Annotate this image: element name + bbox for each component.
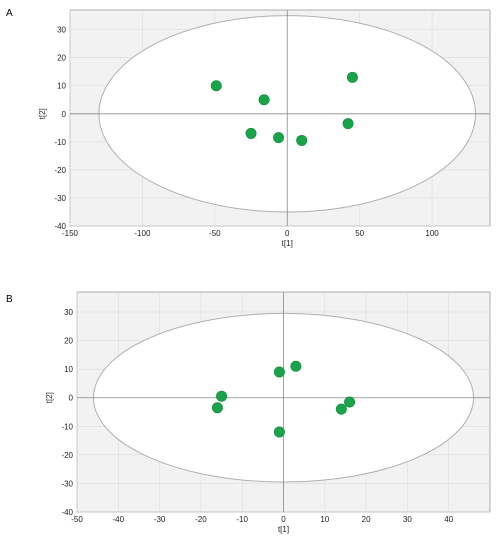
data-point	[346, 71, 358, 83]
y-tick-label: 30	[64, 308, 73, 317]
y-tick-label: -40	[54, 222, 66, 231]
x-tick-label: 0	[285, 229, 290, 238]
x-tick-label: -30	[154, 515, 166, 524]
y-tick-label: 30	[57, 26, 66, 35]
scatter-plot-a-svg: -150 -100 -50 0 50 100-40-30-20-100102030t[1]…	[38, 9, 491, 248]
data-point	[342, 118, 354, 130]
y-tick-label: 0	[69, 394, 74, 403]
score-plot-a: A -150 -100 -50 0 50 100 -40 -30 -20 -10 0 10 20 30 t[…	[0, 0, 503, 268]
data-point	[216, 390, 228, 402]
y-tick-label: -10	[61, 422, 73, 431]
data-point	[273, 426, 285, 438]
y-axis-label: t[2]	[45, 392, 54, 403]
x-tick-label: 100	[425, 229, 439, 238]
data-point	[335, 403, 347, 415]
data-point	[210, 80, 222, 92]
panel-label-a: A	[6, 8, 13, 19]
data-point	[273, 132, 285, 144]
scatter-plot-b-svg: -50 -40 -30 -20 -10 0 10 20 30 40-40-30-20-100102…	[45, 291, 491, 534]
score-plot-b: B -50 -40 -30 -20 -10 0 10 20 30 40 -40 -30 -20 -10 0 1…	[0, 282, 503, 550]
data-point	[344, 396, 356, 408]
x-tick-label: -150	[62, 229, 79, 238]
panel-label-b: B	[6, 294, 13, 305]
data-point	[245, 127, 257, 139]
data-point	[273, 366, 285, 378]
x-tick-label: 10	[320, 515, 329, 524]
x-tick-label: -50	[209, 229, 221, 238]
data-point	[290, 360, 302, 372]
data-point	[211, 402, 223, 414]
x-tick-label: 50	[355, 229, 364, 238]
x-tick-label: -20	[195, 515, 207, 524]
x-tick-label: 20	[362, 515, 371, 524]
y-tick-label: 10	[64, 365, 73, 374]
y-tick-label: 10	[57, 82, 66, 91]
x-axis-label: t[1]	[278, 525, 289, 534]
x-tick-label: 40	[444, 515, 453, 524]
x-tick-label: -100	[134, 229, 151, 238]
data-point	[296, 134, 308, 146]
y-tick-label: -40	[61, 508, 73, 517]
x-tick-label: -40	[113, 515, 125, 524]
x-tick-label: -50	[71, 515, 83, 524]
y-tick-label: 0	[62, 110, 67, 119]
x-tick-label: 30	[403, 515, 412, 524]
x-tick-label: -10	[236, 515, 248, 524]
y-tick-label: 20	[64, 337, 73, 346]
x-axis-label: t[1]	[282, 239, 293, 248]
y-tick-label: -10	[54, 138, 66, 147]
y-tick-label: -30	[61, 479, 73, 488]
x-tick-label: 0	[281, 515, 286, 524]
y-tick-label: 20	[57, 54, 66, 63]
y-tick-label: -20	[54, 166, 66, 175]
y-tick-label: -20	[61, 451, 73, 460]
data-point	[258, 94, 270, 106]
y-axis-label: t[2]	[38, 108, 47, 119]
y-tick-label: -30	[54, 194, 66, 203]
